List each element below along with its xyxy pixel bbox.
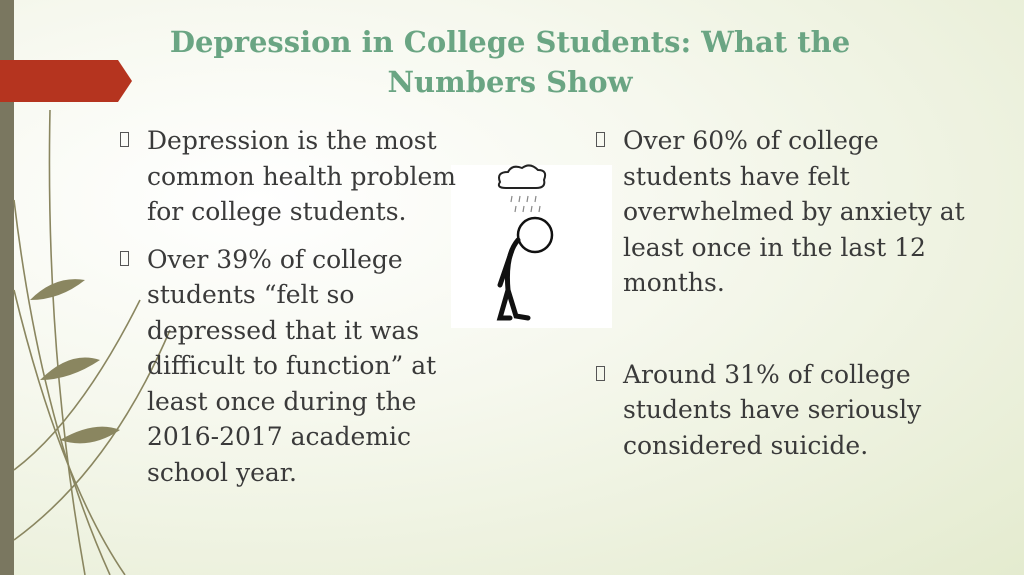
bullet-text: Over 39% of college students “felt so de…	[147, 244, 437, 487]
bullet-text: Around 31% of college students have seri…	[623, 359, 922, 460]
bullet-item: Around 31% of college students have seri…	[594, 357, 989, 464]
bullet-marker	[596, 365, 605, 381]
bullet-item: Depression is the most common health pro…	[118, 123, 490, 230]
bullet-text: Over 60% of college students have felt o…	[623, 126, 965, 297]
curves	[13, 109, 171, 575]
bullet-item: Over 39% of college students “felt so de…	[118, 242, 490, 491]
bullet-item: Over 60% of college students have felt o…	[594, 123, 989, 301]
right-bullets: Over 60% of college students have felt o…	[594, 123, 989, 475]
left-bullets: Depression is the most common health pro…	[118, 123, 490, 502]
leaves	[30, 279, 120, 444]
slide-title: Depression in College Students: What the…	[169, 25, 851, 99]
bullet-marker	[596, 132, 605, 147]
side-strip	[0, 0, 14, 575]
arrow-banner	[0, 60, 132, 102]
bullet-marker	[120, 250, 129, 266]
illustration	[451, 164, 612, 328]
bullet-text: Depression is the most common health pro…	[147, 126, 456, 226]
bullet-marker	[120, 132, 129, 147]
